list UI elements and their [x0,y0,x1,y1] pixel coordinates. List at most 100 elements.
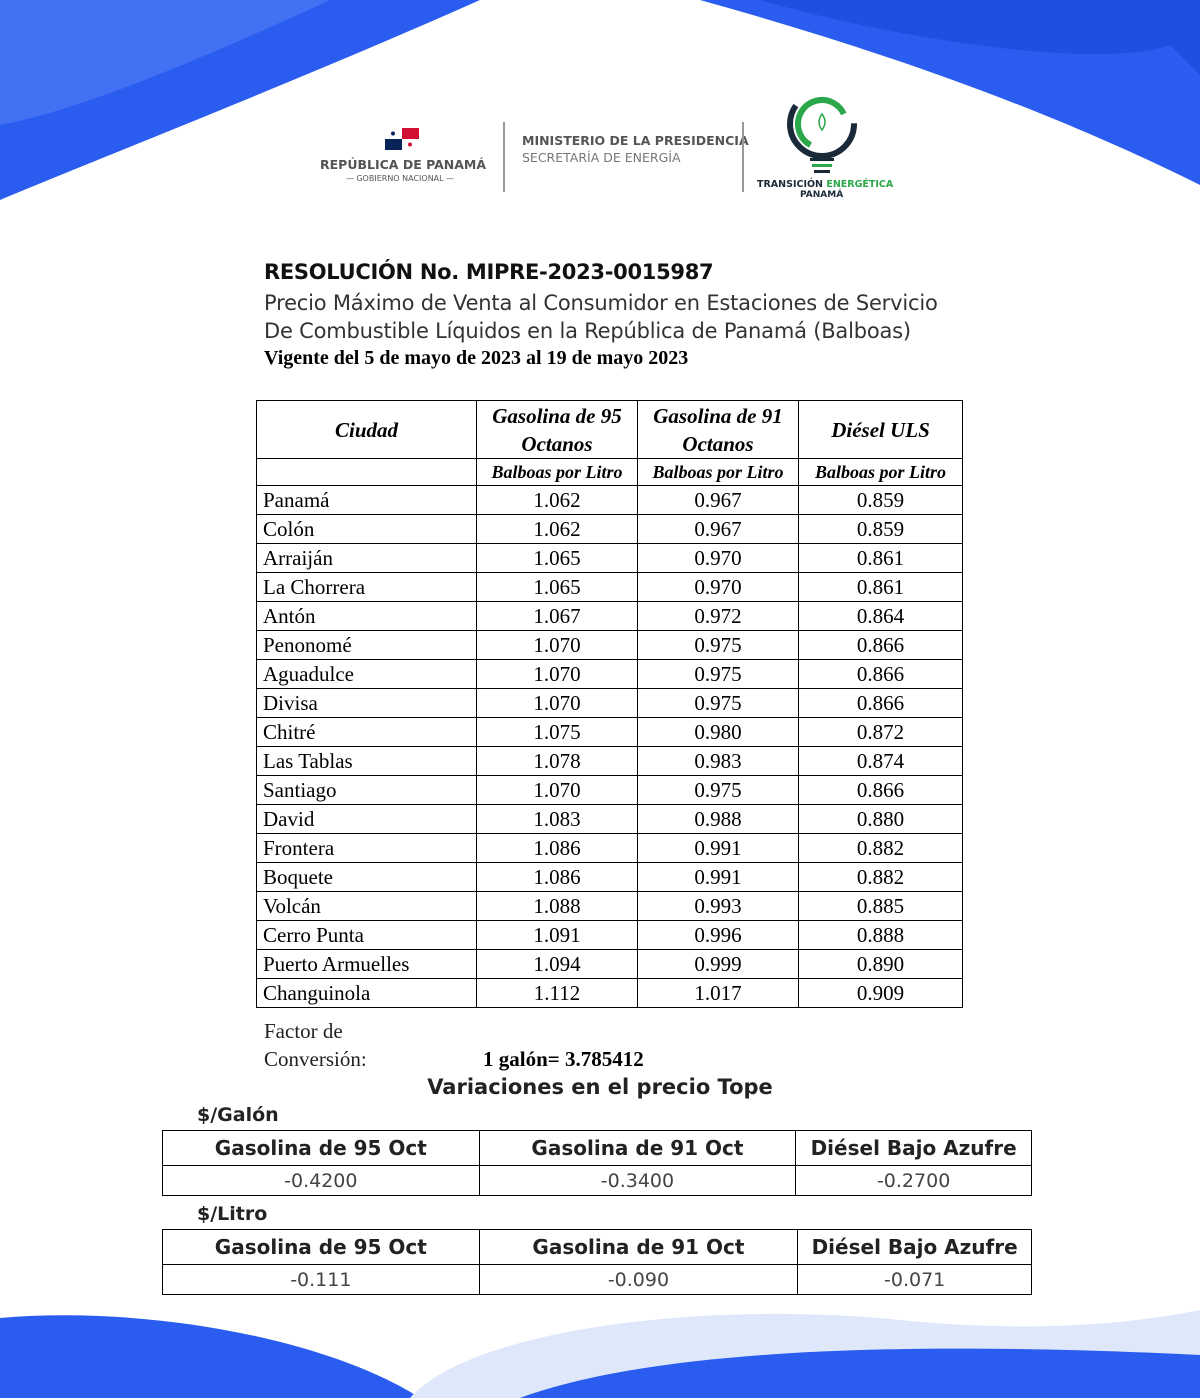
table-row: Aguadulce 1.070 0.975 0.866 [256,659,963,689]
price-cell: 1.112 [476,978,638,1008]
value-cell: -0.3400 [478,1165,797,1196]
price-cell: 0.970 [637,543,799,573]
price-cell: 0.991 [637,833,799,863]
value-cell: -0.071 [797,1264,1032,1295]
table-row: Divisa 1.070 0.975 0.866 [256,688,963,718]
subtitle: Precio Máximo de Venta al Consumidor en … [264,291,938,315]
price-cell: 0.859 [798,514,963,544]
table-row: Penonomé 1.070 0.975 0.866 [256,630,963,660]
price-cell: 0.861 [798,572,963,602]
price-cell: 0.972 [637,601,799,631]
column-header: Gasolina de 95 Octanos [476,400,638,459]
city-cell: Colón [256,514,477,544]
government-label: — GOBIERNO NACIONAL — [345,174,455,183]
column-header: Diésel Bajo Azufre [795,1130,1032,1166]
price-cell: 0.872 [798,717,963,747]
table-row: Santiago 1.070 0.975 0.866 [256,775,963,805]
logo-text: TRANSICIÓN [757,179,824,190]
gallon-unit-label: $/Galón [197,1104,279,1126]
column-header: Gasolina de 95 Oct [162,1229,480,1265]
price-cell: 1.070 [476,775,638,805]
price-cell: 0.970 [637,572,799,602]
price-cell: 1.078 [476,746,638,776]
conversion-value: 1 galón= 3.785412 [483,1047,644,1071]
validity-period: Vigente del 5 de mayo de 2023 al 19 de m… [264,347,689,369]
price-cell: 0.909 [798,978,963,1008]
price-cell: 0.890 [798,949,963,979]
column-header: Gasolina de 91 Oct [478,1229,799,1265]
column-header: Diésel ULS [798,400,963,459]
conversion-label: Factor de [264,1019,343,1043]
price-cell: 0.888 [798,920,963,950]
price-cell: 0.988 [637,804,799,834]
gallon-variation-table: Gasolina de 95 Oct Gasolina de 91 Oct Di… [162,1130,1032,1196]
unit-header: Balboas por Litro [637,458,799,486]
city-cell: Boquete [256,862,477,892]
city-cell: Changuinola [256,978,477,1008]
value-cell: -0.090 [478,1264,799,1295]
price-cell: 0.874 [798,746,963,776]
price-table: Ciudad Gasolina de 95 Octanos Gasolina d… [256,400,963,1008]
divider [742,122,744,192]
price-cell: 0.980 [637,717,799,747]
price-cell: 1.086 [476,862,638,892]
column-header: Diésel Bajo Azufre [797,1229,1032,1265]
table-row: Volcán 1.088 0.993 0.885 [256,891,963,921]
price-cell: 1.088 [476,891,638,921]
price-cell: 1.075 [476,717,638,747]
price-cell: 0.885 [798,891,963,921]
price-cell: 0.882 [798,862,963,892]
price-cell: 1.070 [476,630,638,660]
city-cell: Aguadulce [256,659,477,689]
city-cell: Arraiján [256,543,477,573]
price-cell: 0.996 [637,920,799,950]
price-cell: 0.861 [798,543,963,573]
logo-caption: TRANSICIÓN ENERGÉTICA [757,179,893,190]
city-cell: Puerto Armuelles [256,949,477,979]
price-cell: 1.062 [476,485,638,515]
city-cell: Panamá [256,485,477,515]
city-cell: Penonomé [256,630,477,660]
city-cell: Chitré [256,717,477,747]
secretariat-name: SECRETARÍA DE ENERGÍA [522,150,681,165]
resolution-title: RESOLUCIÓN No. MIPRE-2023-0015987 [264,260,714,284]
city-cell: Santiago [256,775,477,805]
column-header: Gasolina de 95 Oct [162,1130,480,1166]
city-cell: Cerro Punta [256,920,477,950]
table-row: Puerto Armuelles 1.094 0.999 0.890 [256,949,963,979]
table-row: La Chorrera 1.065 0.970 0.861 [256,572,963,602]
price-cell: 0.880 [798,804,963,834]
table-header-row: Ciudad Gasolina de 95 Octanos Gasolina d… [256,400,963,459]
city-cell: Antón [256,601,477,631]
table-row: Chitré 1.075 0.980 0.872 [256,717,963,747]
logo-text: PANAMÁ [800,190,844,200]
price-cell: 1.065 [476,572,638,602]
city-cell: David [256,804,477,834]
table-row: Las Tablas 1.078 0.983 0.874 [256,746,963,776]
price-cell: 0.975 [637,630,799,660]
column-header: Ciudad [256,400,477,459]
price-cell: 0.864 [798,601,963,631]
value-cell: -0.111 [162,1264,480,1295]
price-cell: 1.065 [476,543,638,573]
table-row: Antón 1.067 0.972 0.864 [256,601,963,631]
price-cell: 0.866 [798,688,963,718]
price-cell: 0.975 [637,659,799,689]
price-cell: 0.882 [798,833,963,863]
energy-transition-logo [784,88,860,185]
table-row: -0.111 -0.090 -0.071 [162,1264,1032,1295]
city-cell: Divisa [256,688,477,718]
price-cell: 0.866 [798,659,963,689]
panama-flag-icon [385,128,419,155]
price-cell: 1.062 [476,514,638,544]
price-cell: 1.094 [476,949,638,979]
price-cell: 1.017 [637,978,799,1008]
country-name: REPÚBLICA DE PANAMÁ [320,157,487,172]
liter-unit-label: $/Litro [197,1203,268,1225]
price-cell: 0.967 [637,514,799,544]
conversion-label: Conversión: [264,1047,367,1071]
city-cell: La Chorrera [256,572,477,602]
table-row: Changuinola 1.112 1.017 0.909 [256,978,963,1008]
table-row: Arraiján 1.065 0.970 0.861 [256,543,963,573]
